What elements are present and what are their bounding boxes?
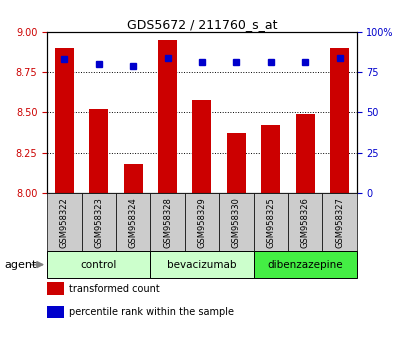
Text: GSM958325: GSM958325 xyxy=(265,197,274,247)
Bar xyxy=(253,251,356,278)
Text: dibenzazepine: dibenzazepine xyxy=(267,259,342,270)
Bar xyxy=(192,99,211,193)
Bar xyxy=(47,306,64,318)
Bar xyxy=(55,48,74,193)
Text: GSM958327: GSM958327 xyxy=(334,197,343,247)
Bar xyxy=(158,40,177,193)
Bar xyxy=(184,193,218,251)
Title: GDS5672 / 211760_s_at: GDS5672 / 211760_s_at xyxy=(126,18,276,31)
Text: bevacizumab: bevacizumab xyxy=(167,259,236,270)
Text: percentile rank within the sample: percentile rank within the sample xyxy=(69,307,233,317)
Bar xyxy=(321,193,356,251)
Bar xyxy=(218,193,253,251)
Text: GSM958329: GSM958329 xyxy=(197,197,206,247)
Bar xyxy=(81,193,116,251)
Bar xyxy=(47,251,150,278)
Bar xyxy=(226,133,245,193)
Text: GSM958326: GSM958326 xyxy=(300,197,309,247)
Text: GSM958324: GSM958324 xyxy=(128,197,137,247)
Bar xyxy=(287,193,321,251)
Text: transformed count: transformed count xyxy=(69,284,159,294)
Text: GSM958323: GSM958323 xyxy=(94,197,103,247)
Bar xyxy=(150,193,184,251)
Bar xyxy=(47,282,64,295)
Text: control: control xyxy=(80,259,117,270)
Text: agent: agent xyxy=(4,259,36,270)
Bar xyxy=(329,48,348,193)
Text: GSM958330: GSM958330 xyxy=(231,197,240,247)
Text: GSM958322: GSM958322 xyxy=(60,197,69,247)
Bar xyxy=(261,125,279,193)
Text: GSM958328: GSM958328 xyxy=(163,197,172,247)
Bar xyxy=(253,193,287,251)
Bar xyxy=(124,164,142,193)
Bar xyxy=(150,251,253,278)
Bar xyxy=(89,109,108,193)
Bar xyxy=(116,193,150,251)
Bar xyxy=(47,193,81,251)
Bar xyxy=(295,114,314,193)
